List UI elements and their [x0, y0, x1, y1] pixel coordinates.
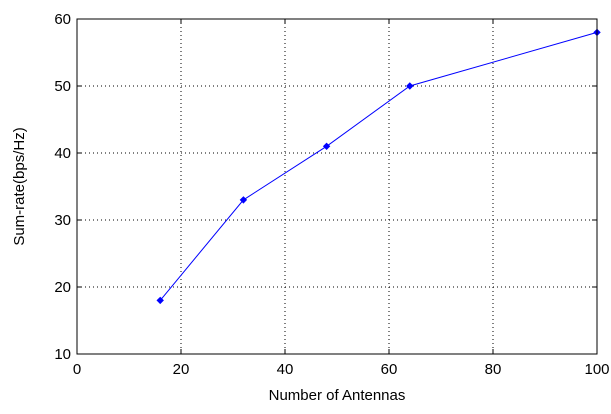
- y-tick-label: 60: [54, 11, 71, 28]
- x-tick-label: 0: [73, 361, 81, 378]
- x-tick-label: 20: [173, 361, 190, 378]
- y-tick-label: 30: [54, 212, 71, 229]
- y-axis-label: Sum-rate(bps/Hz): [11, 127, 28, 245]
- plot-area-frame: [76, 18, 598, 355]
- x-tick-label: 40: [277, 361, 294, 378]
- x-tick-label: 60: [381, 361, 398, 378]
- data-point-marker: [239, 196, 248, 204]
- data-point-marker: [406, 82, 414, 90]
- y-tick-label: 20: [54, 279, 71, 296]
- series-line: [159, 31, 598, 301]
- y-tick-label: 40: [54, 145, 71, 162]
- x-tick-label: 100: [584, 361, 609, 378]
- data-point-marker: [322, 142, 331, 151]
- x-tick-label: 80: [485, 361, 502, 378]
- axis-ticks: [76, 18, 598, 355]
- grid-lines: [77, 19, 597, 354]
- series-layer: [156, 28, 601, 305]
- y-tick-label: 10: [54, 346, 71, 363]
- tick-labels: 0 20 40 60 80 100 10 20 30 40 50 60: [54, 11, 609, 378]
- data-point-marker: [156, 296, 164, 305]
- x-axis-label: Number of Antennas: [269, 387, 406, 404]
- y-tick-label: 50: [54, 78, 71, 95]
